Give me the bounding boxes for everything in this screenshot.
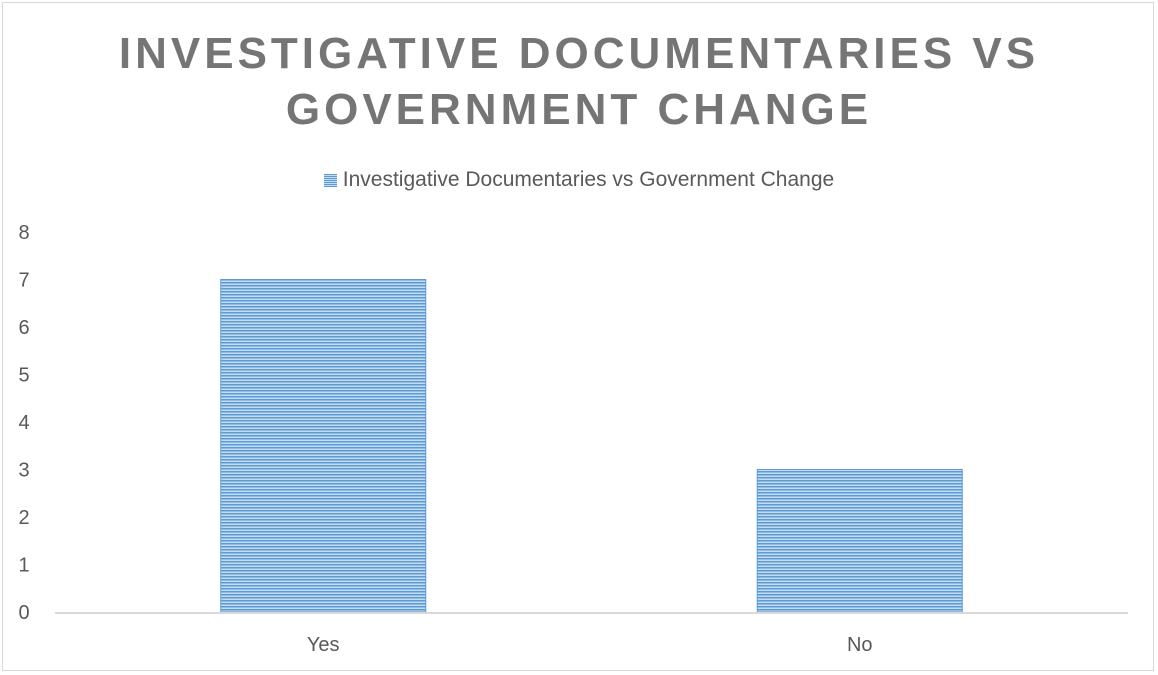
- y-tick-label-1: 1: [18, 555, 29, 577]
- chart-legend: Investigative Documentaries vs Governmen…: [0, 168, 1158, 192]
- legend-swatch: [323, 174, 337, 187]
- x-tick-label-yes: Yes: [307, 634, 340, 656]
- y-tick-label-5: 5: [18, 365, 29, 387]
- y-tick-label-7: 7: [18, 270, 29, 292]
- y-tick-label-2: 2: [18, 507, 29, 529]
- x-axis-ticks: Yes No: [307, 634, 873, 656]
- chart-title-line-1: INVESTIGATIVE DOCUMENTARIES VS: [118, 29, 1040, 78]
- x-tick-label-no: No: [847, 634, 873, 656]
- y-axis-ticks: 0 1 2 3 4 5 6 7 8: [18, 222, 29, 624]
- y-tick-label-4: 4: [18, 412, 29, 434]
- bars: [220, 279, 963, 613]
- y-tick-label-6: 6: [18, 317, 29, 339]
- chart-title-line-2: GOVERNMENT CHANGE: [285, 85, 873, 134]
- chart-title: INVESTIGATIVE DOCUMENTARIES VS GOVERNMEN…: [0, 26, 1158, 138]
- y-tick-label-0: 0: [18, 602, 29, 624]
- y-tick-label-3: 3: [18, 460, 29, 482]
- legend-label: Investigative Documentaries vs Governmen…: [342, 168, 835, 191]
- bar-yes: [220, 279, 427, 613]
- y-tick-label-8: 8: [18, 222, 29, 244]
- bar-no: [756, 469, 963, 613]
